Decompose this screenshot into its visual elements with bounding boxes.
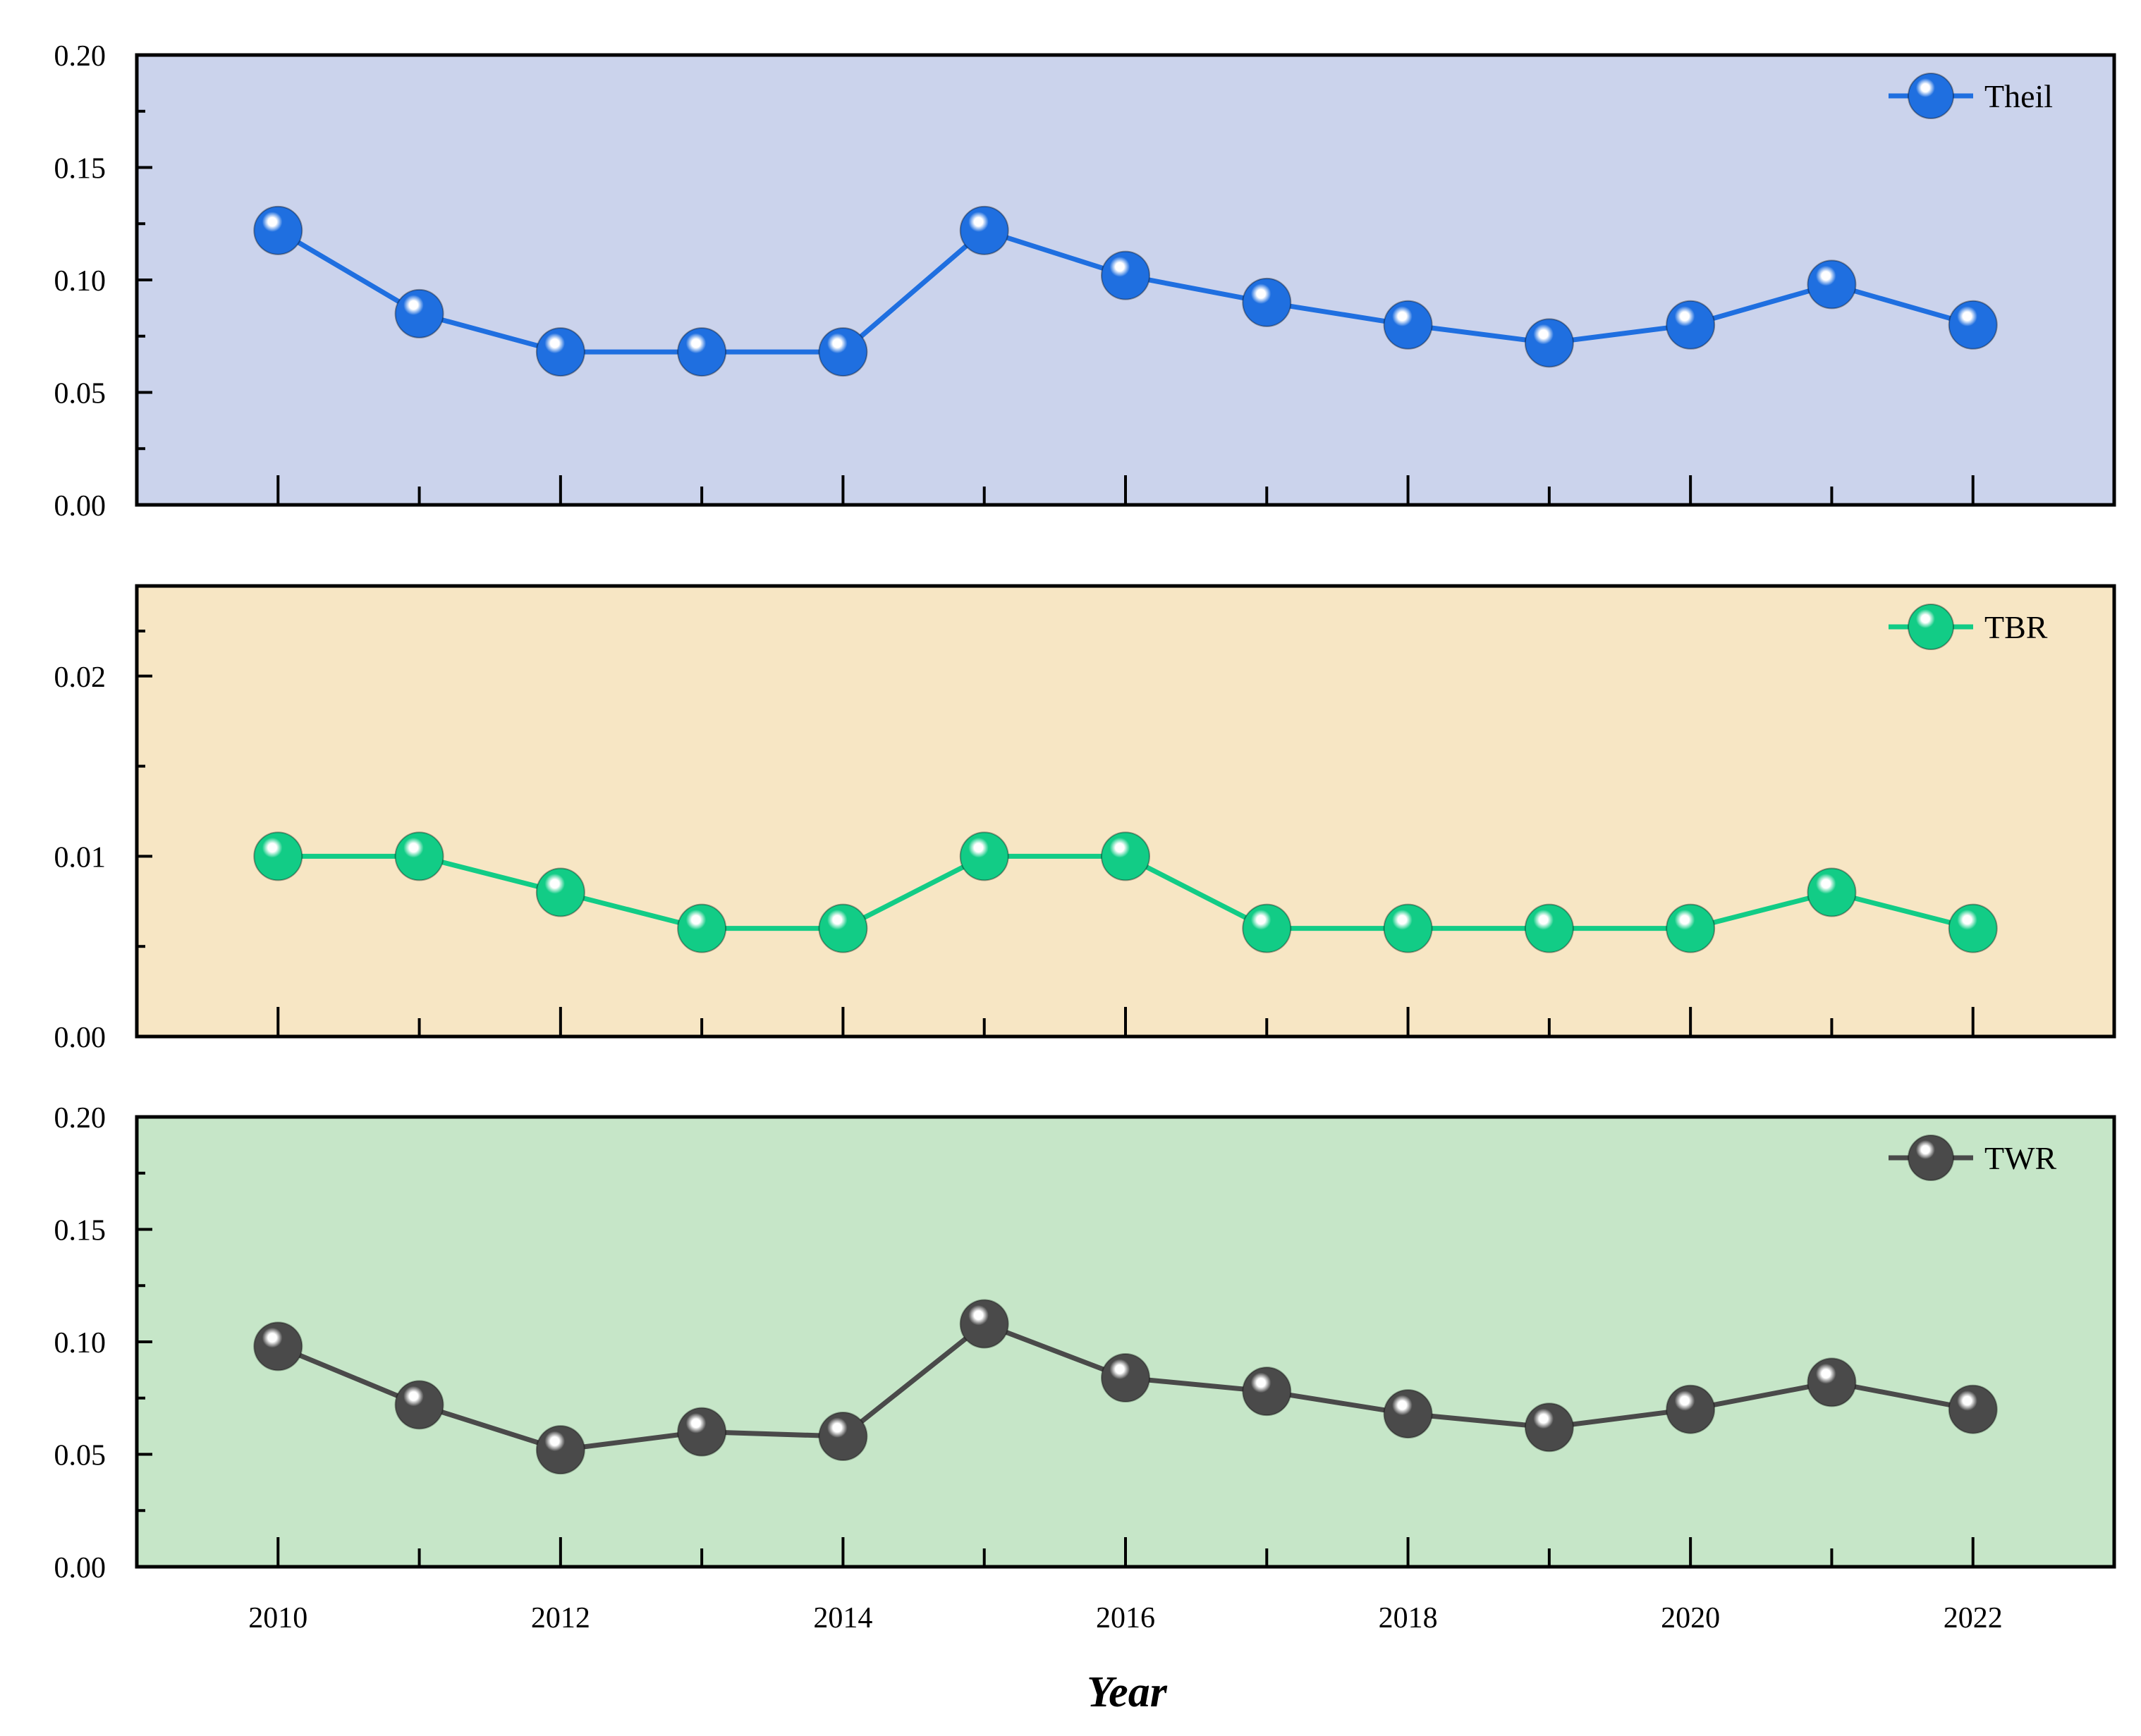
data-point [535, 327, 585, 377]
data-point [677, 327, 727, 377]
data-point [1101, 831, 1150, 881]
plot-frame-1 [135, 53, 2116, 507]
data-point [818, 1411, 868, 1461]
x-tick-label: 2016 [1096, 1602, 1155, 1634]
data-point [253, 205, 303, 255]
data-point [1101, 1353, 1150, 1403]
x-tick-label: 2018 [1379, 1602, 1438, 1634]
y-tick-label: 0.05 [54, 1440, 106, 1472]
x-tick-label: 2010 [248, 1602, 307, 1634]
panel-3: 0.00 0.05 0.10 0.15 0.20 TWR [54, 1102, 2116, 1584]
data-point [394, 1380, 444, 1430]
y-tick-label: 0.02 [54, 661, 106, 694]
panel-2: 0.00 0.01 0.02 TBR [54, 584, 2116, 1054]
y-tick-label: 0.10 [54, 1327, 106, 1359]
panel-1: 0.00 0.05 0.10 0.15 0.20 Theil [54, 40, 2116, 522]
data-point [677, 1407, 727, 1457]
legend-marker [1908, 73, 1954, 119]
data-point [1242, 1367, 1292, 1417]
x-axis-label: Year [1087, 1668, 1168, 1716]
data-point [818, 903, 868, 953]
y-tick-label: 0.01 [54, 841, 106, 874]
data-point [1666, 300, 1716, 350]
y-tick-label: 0.15 [54, 153, 106, 185]
data-point [253, 1321, 303, 1371]
legend-marker [1908, 1135, 1954, 1181]
plot-frame-2 [135, 584, 2116, 1039]
data-point [959, 205, 1009, 255]
legend-label: TWR [1984, 1140, 2057, 1176]
y-tick-label: 0.00 [54, 490, 106, 522]
legend-marker [1908, 604, 1954, 650]
data-point [1948, 300, 1998, 350]
data-point [1524, 903, 1574, 953]
x-tick-label: 2012 [531, 1602, 590, 1634]
data-point [1524, 1402, 1574, 1453]
plot-frame-3 [135, 1115, 2116, 1569]
data-point [1383, 903, 1433, 953]
plot-area-2 [137, 586, 2114, 1037]
y-tick-label: 0.10 [54, 265, 106, 298]
data-point [1807, 1357, 1857, 1407]
data-point [1666, 1384, 1716, 1434]
data-point [535, 867, 585, 917]
data-point [677, 903, 727, 953]
data-point [1383, 1389, 1433, 1439]
data-point [1666, 903, 1716, 953]
data-point [394, 831, 444, 881]
data-point [1807, 259, 1857, 310]
y-tick-label: 0.05 [54, 378, 106, 410]
data-point [1948, 903, 1998, 953]
plot-area-3 [137, 1117, 2114, 1567]
y-tick-label: 0.00 [54, 1022, 106, 1054]
data-point [1101, 250, 1150, 300]
data-point [535, 1425, 585, 1475]
data-point [1948, 1384, 1998, 1434]
data-point [1524, 318, 1574, 368]
x-tick-label: 2022 [1944, 1602, 2003, 1634]
data-point [959, 831, 1009, 881]
y-tick-label: 0.00 [54, 1552, 106, 1584]
y-tick-label: 0.15 [54, 1215, 106, 1247]
data-point [959, 1299, 1009, 1349]
data-point [818, 327, 868, 377]
y-tick-label: 0.20 [54, 1102, 106, 1135]
data-point [1383, 300, 1433, 350]
data-point [1807, 867, 1857, 917]
legend-label: TBR [1984, 609, 2048, 645]
x-tick-label: 2020 [1661, 1602, 1720, 1634]
x-tick-label: 2014 [813, 1602, 872, 1634]
data-point [394, 288, 444, 338]
legend-label: Theil [1984, 78, 2053, 114]
data-point [1242, 277, 1292, 327]
y-tick-label: 0.20 [54, 40, 106, 73]
data-point [1242, 903, 1292, 953]
data-point [253, 831, 303, 881]
